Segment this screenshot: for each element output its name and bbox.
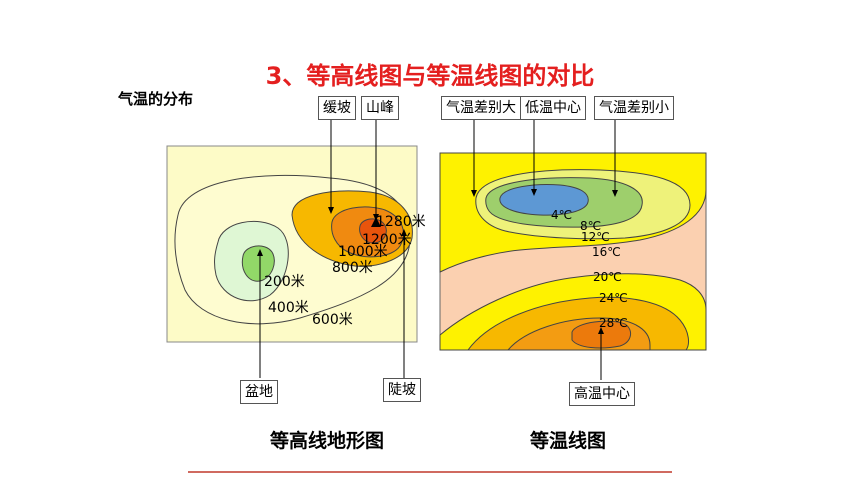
slide-title: 3、等高线图与等温线图的对比	[265, 62, 595, 90]
contour-label-600: 600米	[312, 312, 353, 328]
callout-small-difference: 气温差别小	[594, 96, 674, 120]
callout-basin: 盆地	[240, 380, 278, 404]
contour-label-1280: 1280米	[376, 214, 426, 230]
contour-label-400: 400米	[268, 300, 309, 316]
contour-label-800: 800米	[332, 260, 373, 276]
contour-label-1200: 1200米	[362, 232, 412, 248]
callout-high-center: 高温中心	[569, 382, 635, 406]
callout-low-center: 低温中心	[520, 96, 586, 120]
callout-gentle-slope: 缓坡	[318, 96, 356, 120]
isotherm-label-8: 8℃	[580, 219, 601, 233]
caption-contour-map: 等高线地形图	[270, 430, 385, 452]
isotherm-label-24: 24℃	[599, 291, 628, 305]
callout-large-difference: 气温差别大	[441, 96, 521, 120]
caption-isotherm-map: 等温线图	[530, 430, 607, 452]
peak-marker	[371, 217, 381, 227]
callout-peak: 山峰	[361, 96, 399, 120]
isotherm-label-28: 28℃	[599, 316, 628, 330]
contour-label-1000: 1000米	[338, 244, 388, 260]
callout-steep-slope: 陡坡	[383, 378, 421, 402]
contour-label-200: 200米	[264, 274, 305, 290]
section-label: 气温的分布	[118, 90, 194, 108]
isotherm-label-20: 20℃	[593, 270, 622, 284]
isotherm-label-12: 12℃	[581, 230, 610, 244]
isotherm-label-4: 4℃	[551, 208, 572, 222]
isotherm-4c	[499, 184, 589, 216]
basin-ring-inner	[241, 245, 275, 282]
isotherm-label-16: 16℃	[592, 245, 621, 259]
